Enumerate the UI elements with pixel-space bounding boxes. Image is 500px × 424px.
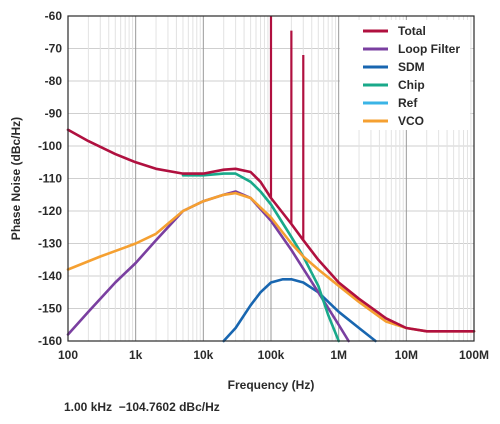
legend-label-vco: VCO — [398, 114, 424, 128]
y-tick-label: -100 — [38, 139, 62, 153]
y-tick-label: -130 — [38, 237, 62, 251]
legend-label-sdm: SDM — [398, 60, 425, 74]
x-tick-label: 10M — [395, 348, 418, 362]
y-tick-label: -150 — [38, 302, 62, 316]
y-axis-title: Phase Noise (dBc/Hz) — [9, 117, 23, 240]
series-layer — [66, 16, 476, 343]
legend-label-loop-filter: Loop Filter — [398, 42, 460, 56]
x-tick-label: 100 — [58, 348, 78, 362]
y-tick-label: -90 — [45, 107, 63, 121]
total-line — [66, 128, 476, 333]
cursor-readout: 1.00 kHz −104.7602 dBc/Hz — [64, 400, 220, 414]
x-axis-title: Frequency (Hz) — [228, 378, 315, 392]
x-tick-label: 10k — [193, 348, 213, 362]
y-tick-label: -120 — [38, 204, 62, 218]
chip-line — [181, 172, 340, 343]
x-tick-label: 1k — [129, 348, 143, 362]
y-tick-label: -110 — [39, 172, 63, 186]
tick-labels: -60 -70 -80 -90 -100 -110 -120 -130 -140 -150 -160… — [38, 9, 489, 362]
sdm-line — [222, 278, 377, 343]
legend-background — [340, 20, 470, 130]
x-tick-label: 100M — [459, 348, 489, 362]
plot-frame — [67, 15, 475, 342]
y-tick-label: -60 — [45, 9, 63, 23]
y-tick-label: -80 — [45, 74, 63, 88]
legend-label-ref: Ref — [398, 96, 418, 110]
y-tick-label: -70 — [45, 42, 63, 56]
phase-noise-chart: -60 -70 -80 -90 -100 -110 -120 -130 -140 -150 -160… — [9, 9, 489, 392]
x-tick-label: 1M — [330, 348, 347, 362]
x-tick-label: 100k — [258, 348, 285, 362]
loop-filter-line — [66, 190, 350, 343]
legend: Total Loop Filter SDM Chip Ref VCO — [340, 20, 470, 130]
y-tick-label: -140 — [38, 269, 62, 283]
legend-label-total: Total — [398, 24, 426, 38]
y-tick-label: -160 — [38, 334, 62, 348]
legend-label-chip: Chip — [398, 78, 425, 92]
